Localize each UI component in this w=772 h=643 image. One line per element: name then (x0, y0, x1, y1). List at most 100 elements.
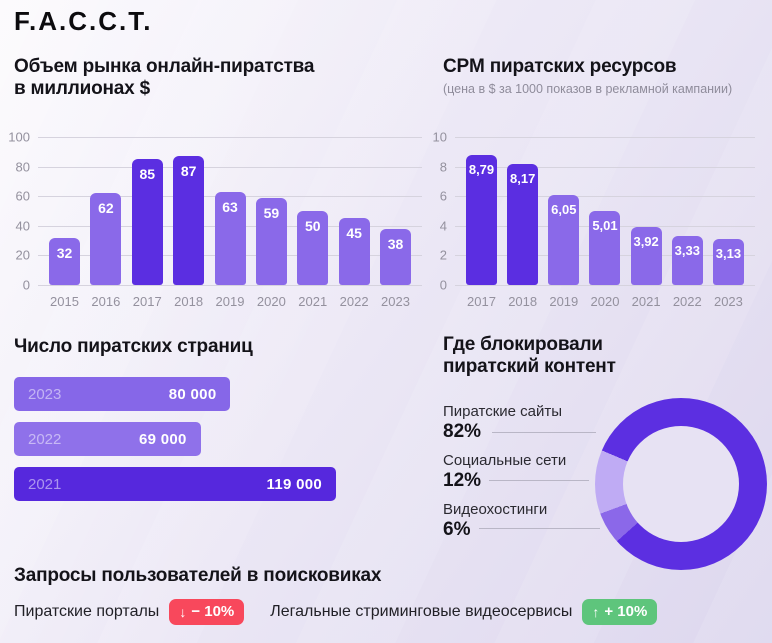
legend-item: Социальные сети 12% (443, 452, 566, 492)
y-tick-label: 40 (15, 218, 30, 234)
bar-value-label: 8,79 (468, 161, 495, 177)
x-tick-label: 2018 (174, 294, 204, 309)
bar-value-label: 62 (98, 200, 114, 217)
donut-hole (623, 426, 739, 542)
y-tick-label: 8 (439, 159, 447, 175)
x-tick-label: 2021 (298, 294, 328, 309)
bar-value-label: 63 (222, 198, 238, 215)
market-volume-title-line2: в миллионах $ (14, 78, 150, 99)
cpm-title-block: CPM пиратских ресурсов (цена в $ за 1000… (443, 56, 768, 96)
horizontal-bar: 2022 69 000 (14, 422, 201, 456)
y-tick-label: 20 (15, 247, 30, 263)
bar-value-label: 69 000 (139, 430, 187, 448)
market-volume-plot: 100 80 60 40 20 0 32 62 85 87 63 59 50 45 38 (8, 130, 422, 293)
x-tick-label: 2020 (256, 294, 286, 309)
bar-value-label: 87 (180, 163, 197, 180)
search-trends-row: Пиратские порталы ↓ − 10% Легальные стримин… (14, 599, 658, 625)
cpm-subtitle: (цена в $ за 1000 показов в рекламной ка… (443, 82, 733, 96)
bar: 3,92 (630, 226, 662, 285)
facct-logo: F.A.C.C.T. (14, 6, 153, 36)
gridline (455, 166, 755, 168)
bar-value-label: 8,17 (510, 171, 536, 187)
x-tick-label: 2023 (713, 294, 743, 309)
bar: 8,17 (507, 164, 539, 285)
bar: 45 (338, 218, 370, 285)
bar: 63 (214, 191, 246, 285)
x-tick-label: 2020 (590, 294, 620, 309)
x-tick-label: 2022 (339, 294, 369, 309)
pirate-pages-title: Число пиратских страниц (14, 336, 253, 357)
trend-label: Легальные стриминговые видеосервисы (270, 603, 573, 620)
y-tick-label: 0 (22, 277, 30, 293)
y-tick-label: 0 (439, 277, 447, 293)
bar: 3,13 (712, 238, 744, 285)
legend-leader-line (479, 528, 600, 529)
cpm-title: CPM пиратских ресурсов (443, 56, 677, 77)
legend-leader-line (489, 480, 589, 481)
bar: 5,01 (589, 210, 621, 285)
blocked-content-title-line2: пиратский контент (443, 356, 616, 377)
legend-percent: 6% (443, 519, 471, 540)
bar: 6,05 (548, 195, 580, 285)
gridline (38, 137, 422, 138)
legend-percent: 12% (443, 470, 482, 491)
bar: 87 (173, 156, 205, 285)
x-tick-label: 2019 (215, 294, 245, 309)
bar-value-label: 59 (263, 204, 280, 221)
y-tick-label: 60 (15, 188, 30, 204)
bar: 59 (255, 197, 287, 285)
bar-value-label: 6,05 (551, 202, 577, 218)
trend-badge: ↑ + 10% (582, 599, 658, 625)
x-tick-label: 2022 (672, 294, 702, 309)
trend-badge: ↓ − 10% (169, 599, 245, 625)
bar: 3,33 (671, 235, 703, 285)
legend-item: Пиратские сайты 82% (443, 403, 566, 443)
market-volume-x-axis: 2015 2016 2017 2018 2019 2020 2021 2022 2023 (38, 294, 422, 309)
y-tick-label: 6 (439, 188, 447, 204)
bar: 38 (380, 228, 411, 285)
x-tick-label: 2019 (549, 294, 579, 309)
y-tick-label: 10 (432, 129, 447, 145)
bar-value-label: 3,33 (674, 242, 700, 258)
y-tick-label: 4 (439, 218, 447, 234)
cpm-plot: 10 8 6 4 2 0 8,79 8,17 6,05 5,01 3,92 3,33 3,13 (433, 130, 755, 293)
trend-change-value: + 10% (604, 603, 648, 620)
blocked-content-title-line1: Где блокировали (443, 334, 603, 355)
bar: 50 (297, 211, 329, 285)
bars-group: 32 62 85 87 63 59 50 45 38 (38, 137, 422, 285)
market-volume-chart: 100 80 60 40 20 0 32 62 85 87 63 59 50 45 38 2015 2016 2… (8, 130, 422, 309)
bar: 8,79 (466, 154, 497, 285)
gridline (38, 285, 422, 286)
trend-item: Легальные стриминговые видеосервисы ↑ + 10… (270, 599, 658, 625)
gridline (455, 196, 755, 198)
bar-value-label: 3,92 (633, 233, 659, 249)
legend-percent: 82% (443, 421, 482, 442)
trend-label: Пиратские порталы (14, 603, 160, 620)
legend-label: Видеохостинги (443, 501, 548, 518)
bar-value-label: 85 (139, 166, 156, 183)
gridline (38, 166, 422, 168)
market-volume-title: Объем рынка онлайн-пиратства в миллионах… (14, 56, 424, 100)
donut-chart (595, 398, 767, 570)
bar: 62 (90, 193, 122, 285)
horizontal-bar: 2021 119 000 (14, 467, 336, 501)
bar: 32 (49, 237, 80, 285)
bar-value-label: 38 (387, 235, 404, 252)
horizontal-bar: 2023 80 000 (14, 377, 231, 411)
x-tick-label: 2018 (508, 294, 538, 309)
legend-label: Пиратские сайты (443, 403, 563, 420)
bar-year-label: 2022 (28, 430, 62, 448)
bar-value-label: 32 (56, 244, 73, 261)
cpm-x-axis: 2017 2018 2019 2020 2021 2022 2023 (455, 294, 755, 309)
y-tick-label: 2 (439, 247, 447, 263)
gridline (455, 285, 755, 286)
bar-value-label: 5,01 (592, 217, 618, 233)
trend-item: Пиратские порталы ↓ − 10% (14, 599, 245, 625)
cpm-chart: 10 8 6 4 2 0 8,79 8,17 6,05 5,01 3,92 3,33 3,13 2017… (425, 130, 755, 309)
bar-value-label: 119 000 (266, 475, 322, 493)
bar-year-label: 2023 (28, 385, 62, 403)
market-volume-title-line1: Объем рынка онлайн-пиратства (14, 56, 315, 77)
x-tick-label: 2017 (467, 294, 496, 309)
x-tick-label: 2015 (50, 294, 79, 309)
search-trends-title: Запросы пользователей в поисковиках (14, 565, 382, 586)
